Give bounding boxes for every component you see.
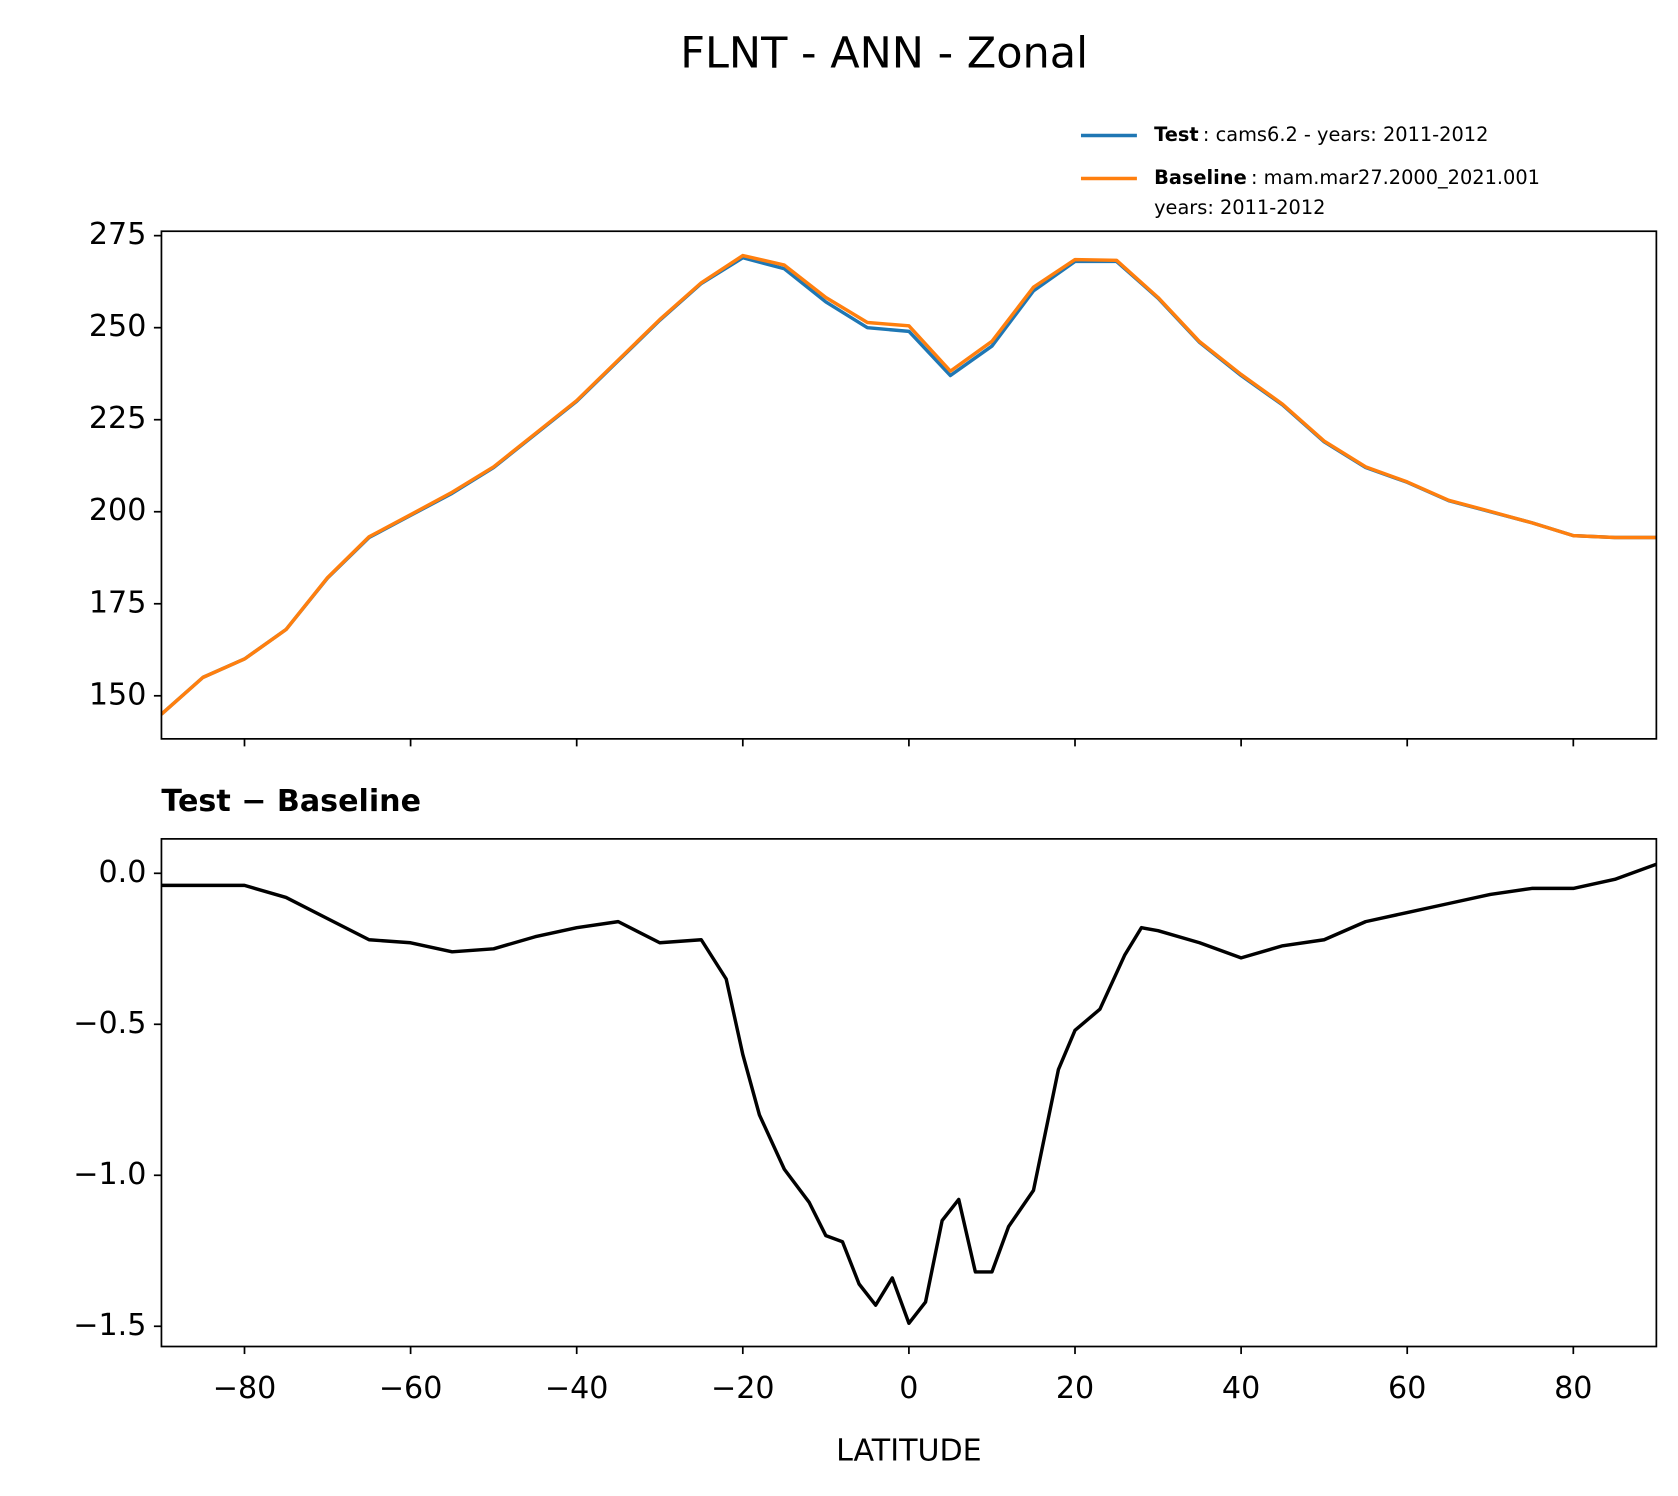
legend-label: : mam.mar27.2000_2021.001 [1251,166,1540,189]
y-tick-label: 275 [89,217,146,252]
y-tick-label: 225 [89,401,146,436]
panel-title: Test − Baseline [161,784,421,819]
y-tick-label: 175 [89,585,146,620]
x-tick-label: 20 [1056,1371,1094,1406]
series-line [161,253,1657,716]
legend-label: years: 2011-2012 [1154,196,1325,219]
x-tick-label: −40 [545,1371,609,1406]
series-line [161,862,1657,1325]
x-tick-label: −20 [711,1371,775,1406]
y-tick-label: 150 [89,677,146,712]
figure-title: FLNT - ANN - Zonal [680,28,1088,78]
legend-name: Baseline [1154,166,1247,189]
axes-frame [160,230,1658,740]
y-tick-label: −0.5 [73,1006,146,1041]
x-tick-label: 60 [1388,1371,1426,1406]
legend-name: Test [1154,123,1199,146]
x-tick-label: −80 [213,1371,277,1406]
axes-frame [160,838,1658,1348]
x-tick-label: 40 [1222,1371,1260,1406]
x-axis-label: LATITUDE [836,1433,982,1468]
x-tick-label: 0 [899,1371,918,1406]
y-tick-label: −1.0 [73,1157,146,1192]
y-tick-label: −1.5 [73,1308,146,1343]
x-tick-label: 80 [1554,1371,1592,1406]
y-tick-label: 200 [89,493,146,528]
x-tick-label: −60 [379,1371,443,1406]
y-tick-label: 250 [89,309,146,344]
y-tick-label: 0.0 [98,855,146,890]
legend-label: : cams6.2 - years: 2011-2012 [1203,123,1488,146]
